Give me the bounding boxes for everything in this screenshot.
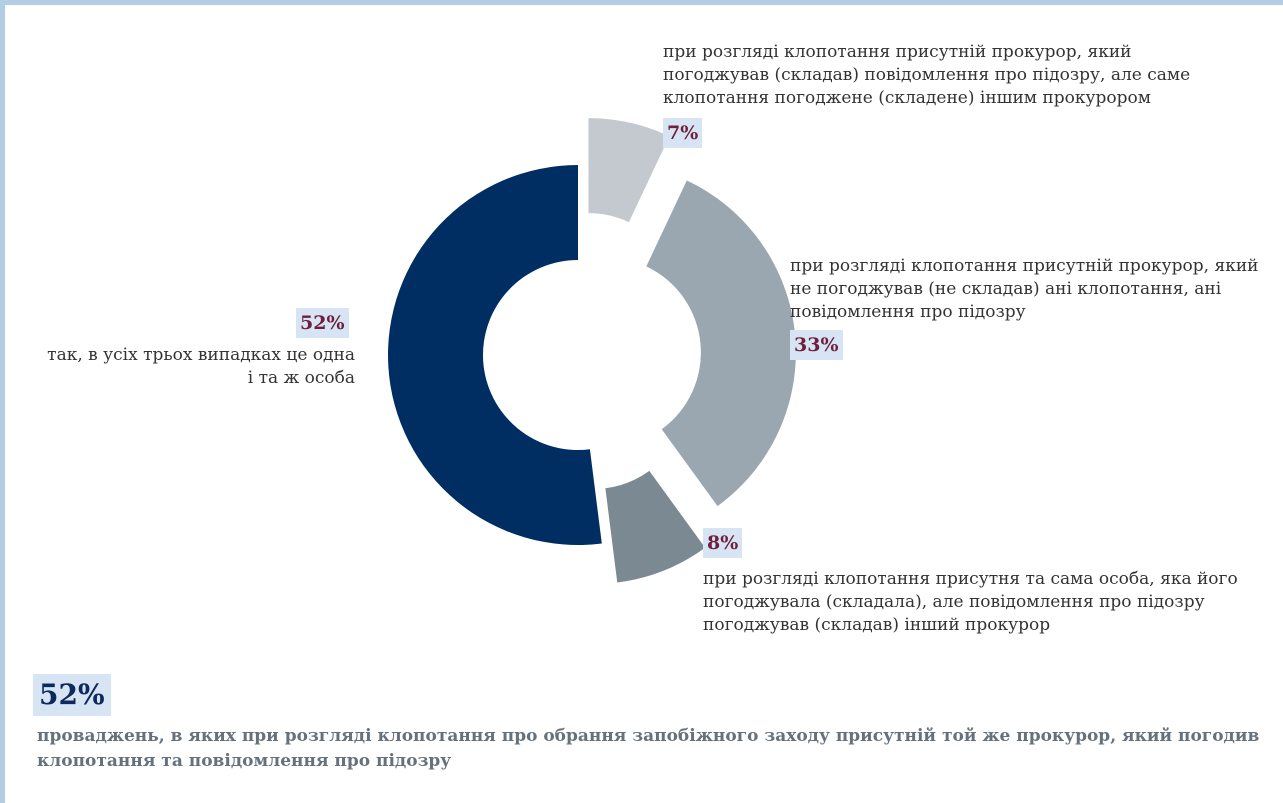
- slice-8: [605, 470, 706, 583]
- slice-52: [388, 165, 602, 545]
- slice-7: [588, 118, 670, 223]
- slice-percent-7: 7%: [663, 118, 703, 148]
- frame-left-border: [0, 0, 5, 803]
- slice-label-8: при розгляді клопотання присутня та сама…: [703, 569, 1238, 635]
- slice-label-33: при розгляді клопотання присутній прокур…: [790, 256, 1259, 322]
- summary-text: проваджень, в яких при розгляді клопотан…: [37, 726, 1260, 771]
- slice-label-52: так, в усіх трьох випадках це одна і та …: [47, 345, 355, 388]
- slice-percent-33: 33%: [790, 330, 843, 360]
- slice-label-7: при розгляді клопотання присутній прокур…: [663, 42, 1191, 108]
- frame-top-border: [0, 0, 1283, 5]
- slice-percent-52: 52%: [296, 308, 349, 338]
- slice-33: [646, 180, 796, 507]
- summary-percent: 52%: [33, 674, 111, 716]
- slice-percent-8: 8%: [703, 528, 743, 558]
